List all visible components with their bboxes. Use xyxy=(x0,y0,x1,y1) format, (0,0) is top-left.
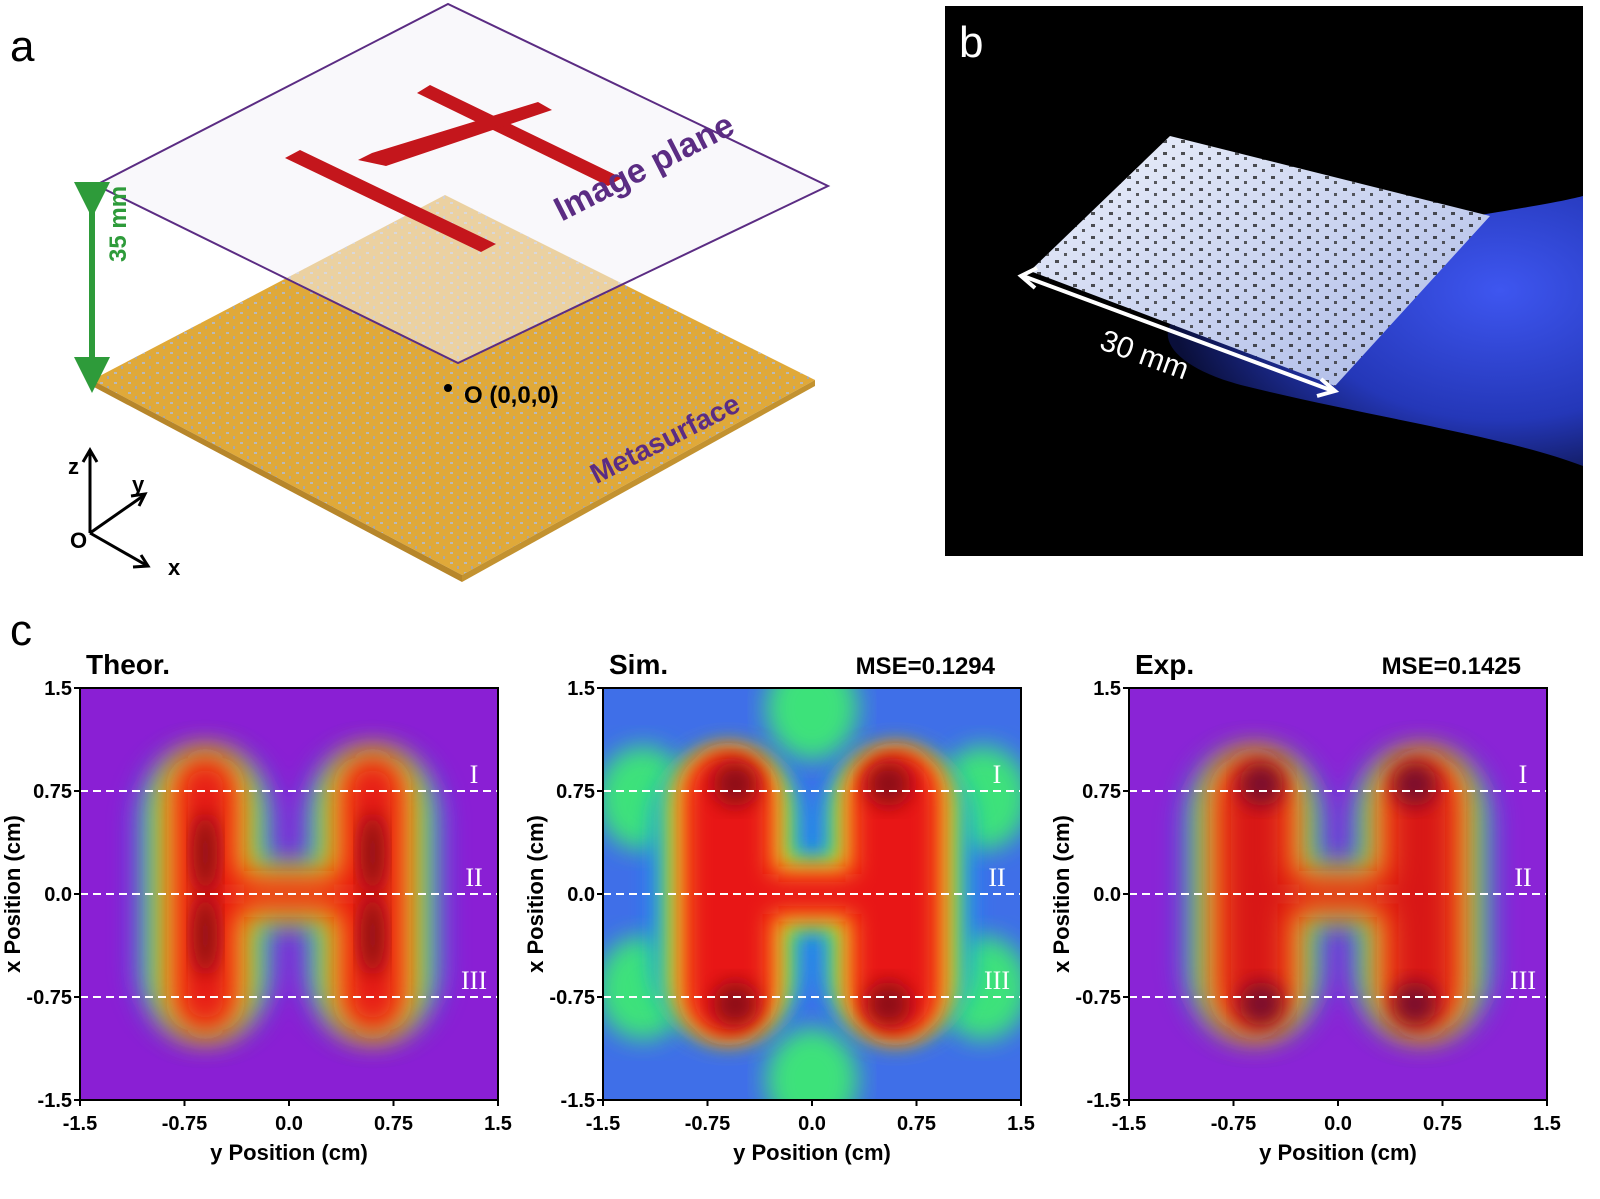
panel-a: a xyxy=(0,0,900,610)
heatmap-panel-1: IIIIII-1.5-1.5-0.75-0.750.00.00.750.751.… xyxy=(0,649,512,1165)
intensity-peak xyxy=(713,981,758,1026)
side-lobe xyxy=(766,1028,858,1100)
panel-b-photo xyxy=(945,6,1583,556)
x-tick-label: -1.5 xyxy=(63,1113,97,1135)
panel-b-label: b xyxy=(959,18,984,67)
distance-label: 35 mm xyxy=(105,185,132,262)
cut-line-label: II xyxy=(465,863,482,892)
x-tick-label: 1.5 xyxy=(1533,1113,1561,1135)
x-tick-label: 0.75 xyxy=(374,1113,413,1135)
y-tick-label: -0.75 xyxy=(549,987,595,1009)
x-axis-label: y Position (cm) xyxy=(210,1140,368,1165)
y-tick-label: -1.5 xyxy=(561,1090,595,1112)
x-tick-label: 0.0 xyxy=(798,1113,826,1135)
y-tick-label: 1.5 xyxy=(567,678,595,700)
y-tick-label: -1.5 xyxy=(38,1090,72,1112)
y-tick-label: 1.5 xyxy=(1093,678,1121,700)
x-tick-label: -1.5 xyxy=(586,1113,620,1135)
cut-line-label: I xyxy=(470,760,479,789)
axes-icon xyxy=(81,447,151,569)
intensity-peak xyxy=(193,812,218,893)
heatmap-title: Sim. xyxy=(609,649,668,680)
axis-o-label: O xyxy=(70,528,88,553)
x-tick-label: -0.75 xyxy=(162,1113,208,1135)
mse-label: MSE=0.1294 xyxy=(856,653,996,680)
intensity-peak xyxy=(1239,981,1284,1026)
x-tick-label: 1.5 xyxy=(484,1113,512,1135)
axis-x-label: x xyxy=(168,555,181,580)
origin-dot xyxy=(444,384,452,392)
y-axis-label: x Position (cm) xyxy=(523,815,548,973)
cut-line-label: III xyxy=(984,966,1010,995)
mse-label: MSE=0.1425 xyxy=(1382,653,1521,680)
origin-label: O (0,0,0) xyxy=(464,382,559,409)
cut-line-label: I xyxy=(993,760,1002,789)
h-intensity-layer xyxy=(686,749,938,1039)
x-tick-label: -1.5 xyxy=(1112,1113,1146,1135)
panel-b: b 30 mm xyxy=(945,6,1583,556)
x-tick-label: 0.75 xyxy=(1423,1113,1462,1135)
x-tick-label: 0.75 xyxy=(897,1113,936,1135)
heatmap-panel-2: IIIIII-1.5-1.5-0.75-0.750.00.00.750.751.… xyxy=(523,649,1035,1165)
y-tick-label: 0.0 xyxy=(567,884,595,906)
x-tick-label: -0.75 xyxy=(685,1113,731,1135)
intensity-peak xyxy=(1239,762,1284,807)
heatmap-figure: IIIIII-1.5-1.5-0.75-0.750.00.00.750.751.… xyxy=(0,649,1561,1165)
cut-line-label: II xyxy=(988,863,1005,892)
y-axis-label: x Position (cm) xyxy=(0,815,25,973)
image-plane xyxy=(93,2,831,365)
y-tick-label: -0.75 xyxy=(26,987,72,1009)
y-tick-label: -1.5 xyxy=(1087,1090,1121,1112)
intensity-peak xyxy=(360,812,385,893)
cut-line-label: III xyxy=(461,966,487,995)
panel-a-illustration xyxy=(74,2,831,582)
panel-c-label: c xyxy=(10,606,32,655)
x-axis-label: y Position (cm) xyxy=(1259,1140,1417,1165)
heatmap-title: Theor. xyxy=(86,649,170,680)
intensity-peak xyxy=(193,895,218,976)
intensity-peak xyxy=(1392,981,1437,1026)
cut-line-label: III xyxy=(1510,966,1536,995)
y-tick-label: 0.0 xyxy=(1093,884,1121,906)
panel-c: c I II III -1.5 -1.5 -0.75 -0.75 0.0 0.0 0.75 0.75… xyxy=(0,606,1600,1199)
intensity-peak xyxy=(1392,762,1437,807)
y-tick-label: 1.5 xyxy=(44,678,72,700)
h-letter xyxy=(285,85,622,252)
x-tick-label: 0.0 xyxy=(1324,1113,1352,1135)
axis-y-label: y xyxy=(132,472,145,497)
y-tick-label: 0.0 xyxy=(44,884,72,906)
intensity-peak xyxy=(360,895,385,976)
x-tick-label: -0.75 xyxy=(1211,1113,1257,1135)
intensity-peak xyxy=(713,762,758,807)
y-tick-label: 0.75 xyxy=(33,781,72,803)
x-tick-label: 0.0 xyxy=(275,1113,303,1135)
heatmap-panel-3: IIIIII-1.5-1.5-0.75-0.750.00.00.750.751.… xyxy=(1049,649,1561,1165)
panel-a-label: a xyxy=(10,22,35,71)
cut-line-label: II xyxy=(1514,863,1531,892)
y-tick-label: -0.75 xyxy=(1075,987,1121,1009)
intensity-peak xyxy=(866,762,911,807)
y-axis-label: x Position (cm) xyxy=(1049,815,1074,973)
x-axis-label: y Position (cm) xyxy=(733,1140,891,1165)
size-arrow xyxy=(1022,274,1334,393)
axis-z-label: z xyxy=(68,454,79,479)
y-tick-label: 0.75 xyxy=(1082,781,1121,803)
y-tick-label: 0.75 xyxy=(556,781,595,803)
cut-line-label: I xyxy=(1519,760,1528,789)
intensity-peak xyxy=(866,981,911,1026)
side-lobe xyxy=(766,688,858,760)
heatmap-title: Exp. xyxy=(1135,649,1194,680)
x-tick-label: 1.5 xyxy=(1007,1113,1035,1135)
